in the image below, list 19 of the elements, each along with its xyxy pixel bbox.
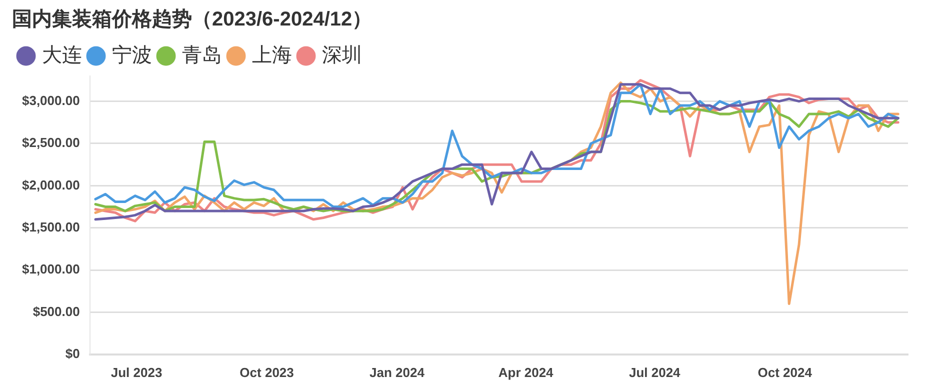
legend-label: 深圳 <box>322 44 362 67</box>
chart-title: 国内集装箱价格趋势（2023/6-2024/12） <box>12 8 372 31</box>
legend-label: 宁波 <box>112 44 152 67</box>
legend-label: 青岛 <box>182 44 222 67</box>
legend-label: 大连 <box>42 44 82 67</box>
x-tick-label: Jan 2024 <box>370 364 426 380</box>
y-tick-label: $2,000.00 <box>22 177 80 192</box>
y-tick-label: $500.00 <box>32 304 80 319</box>
legend-label: 上海 <box>252 44 292 67</box>
x-tick-label: Jul 2024 <box>628 364 682 380</box>
x-tick-label: Jul 2023 <box>110 364 162 380</box>
y-tick-label: $2,500.00 <box>22 135 80 150</box>
x-tick-label: Oct 2024 <box>758 364 813 380</box>
y-tick-label: $1,500.00 <box>22 219 80 234</box>
y-tick-label: $0 <box>65 346 80 361</box>
y-tick-label: $1,000.00 <box>22 262 80 277</box>
y-tick-label: $3,000.00 <box>22 92 80 108</box>
x-tick-label: Oct 2023 <box>240 364 294 380</box>
x-tick-label: Apr 2024 <box>498 364 554 380</box>
